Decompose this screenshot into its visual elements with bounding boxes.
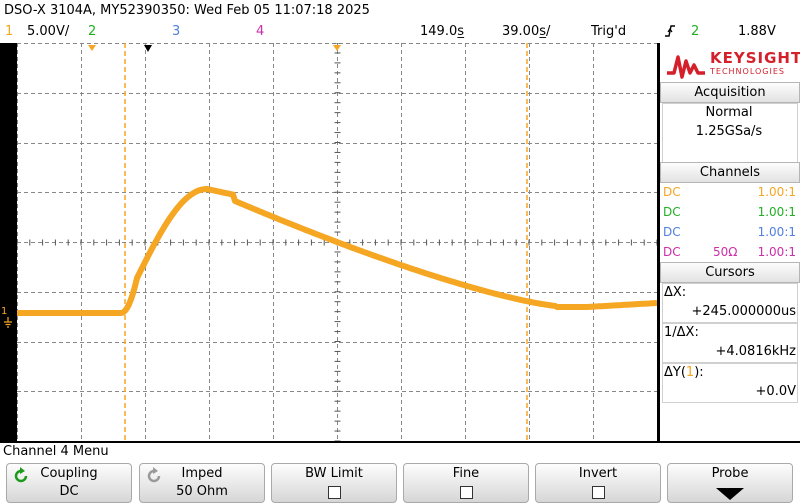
status-bar: 1 5.00V/ 2 3 4 149.0s̲ 39.00s̲/ Trig'd 2…: [0, 22, 800, 43]
dx-box: [662, 283, 798, 323]
ch4-indicator[interactable]: 4: [256, 24, 265, 39]
cursor-x1-marker-icon[interactable]: [88, 45, 96, 51]
ch1-ground-marker[interactable]: 1: [1, 306, 8, 317]
channel1-row[interactable]: DC 1.00:1: [663, 185, 796, 199]
dy-label: ΔY(1):: [664, 365, 704, 380]
grid-ticks: [17, 43, 657, 441]
channel2-row[interactable]: DC 1.00:1: [663, 205, 796, 219]
time-reference-icon: [333, 45, 341, 51]
ground-icon: [3, 314, 13, 333]
inv-dx-value: +4.0816kHz: [715, 344, 796, 359]
rising-edge-icon: [664, 23, 676, 46]
trigger-source[interactable]: 2: [691, 24, 700, 39]
dx-label: ΔX:: [664, 285, 687, 300]
menu-title: Channel 4 Menu: [3, 444, 109, 459]
title-bar: DSO-X 3104A, MY52390350: Wed Feb 05 11:0…: [0, 0, 800, 22]
cursors-header: Cursors: [660, 262, 800, 283]
dy-value: +0.0V: [755, 384, 796, 399]
right-panel: KEYSIGHT TECHNOLOGIES Acquisition Normal…: [660, 43, 800, 441]
fine-softkey[interactable]: Fine: [403, 463, 529, 503]
horizontal-position[interactable]: 149.0s̲: [420, 24, 464, 39]
grid-lines: [17, 43, 657, 441]
inv-dx-label: 1/ΔX:: [664, 325, 699, 340]
softkey-menu-title-bar: Channel 4 Menu: [0, 443, 800, 461]
acquisition-box: [662, 103, 798, 163]
dy-box: [662, 363, 798, 403]
invert-checkbox[interactable]: [592, 486, 605, 499]
imped-softkey[interactable]: Imped 50 Ohm: [139, 463, 265, 503]
brand-subtitle: TECHNOLOGIES: [710, 67, 785, 76]
horizontal-scale[interactable]: 39.00s̲/: [502, 24, 551, 39]
waveform-display[interactable]: [17, 43, 657, 441]
invert-softkey[interactable]: Invert: [535, 463, 661, 503]
ch3-indicator[interactable]: 3: [172, 24, 181, 39]
keysight-logo: KEYSIGHT TECHNOLOGIES: [664, 47, 800, 83]
ch1-indicator[interactable]: 1: [5, 24, 14, 39]
brand-name: KEYSIGHT: [710, 49, 800, 67]
channels-header: Channels: [660, 162, 800, 183]
acquisition-header: Acquisition: [660, 82, 800, 103]
ch1-scale[interactable]: 5.00V/: [27, 24, 70, 39]
rotate-knob-icon: [147, 467, 161, 483]
rotate-knob-icon: [14, 467, 28, 483]
graticule: [17, 43, 657, 441]
softkey-bar: Coupling DC Imped 50 Ohm BW Limit Fine Inv…: [0, 461, 800, 503]
inv-dx-box: [662, 323, 798, 363]
trigger-status: Trig'd: [591, 24, 627, 39]
probe-softkey[interactable]: Probe: [667, 463, 793, 503]
ch2-indicator[interactable]: 2: [88, 24, 97, 39]
keysight-wave-icon: [667, 55, 705, 79]
fine-checkbox[interactable]: [460, 486, 473, 499]
channel1-trace: [17, 186, 657, 316]
bw-limit-softkey[interactable]: BW Limit: [271, 463, 397, 503]
channel4-row[interactable]: DC 50Ω 1.00:1: [663, 245, 796, 259]
bw-limit-checkbox[interactable]: [328, 486, 341, 499]
trigger-position-icon[interactable]: [144, 45, 152, 52]
channel3-row[interactable]: DC 1.00:1: [663, 225, 796, 239]
trigger-level[interactable]: 1.88V: [738, 24, 776, 39]
sample-rate: 1.25GSa/s: [695, 124, 763, 139]
acquisition-mode: Normal: [705, 105, 753, 120]
dx-value: +245.000000us: [691, 304, 796, 319]
scope-title: DSO-X 3104A, MY52390350: Wed Feb 05 11:0…: [4, 3, 370, 18]
submenu-arrow-icon: [716, 488, 744, 500]
coupling-softkey[interactable]: Coupling DC: [6, 463, 132, 503]
